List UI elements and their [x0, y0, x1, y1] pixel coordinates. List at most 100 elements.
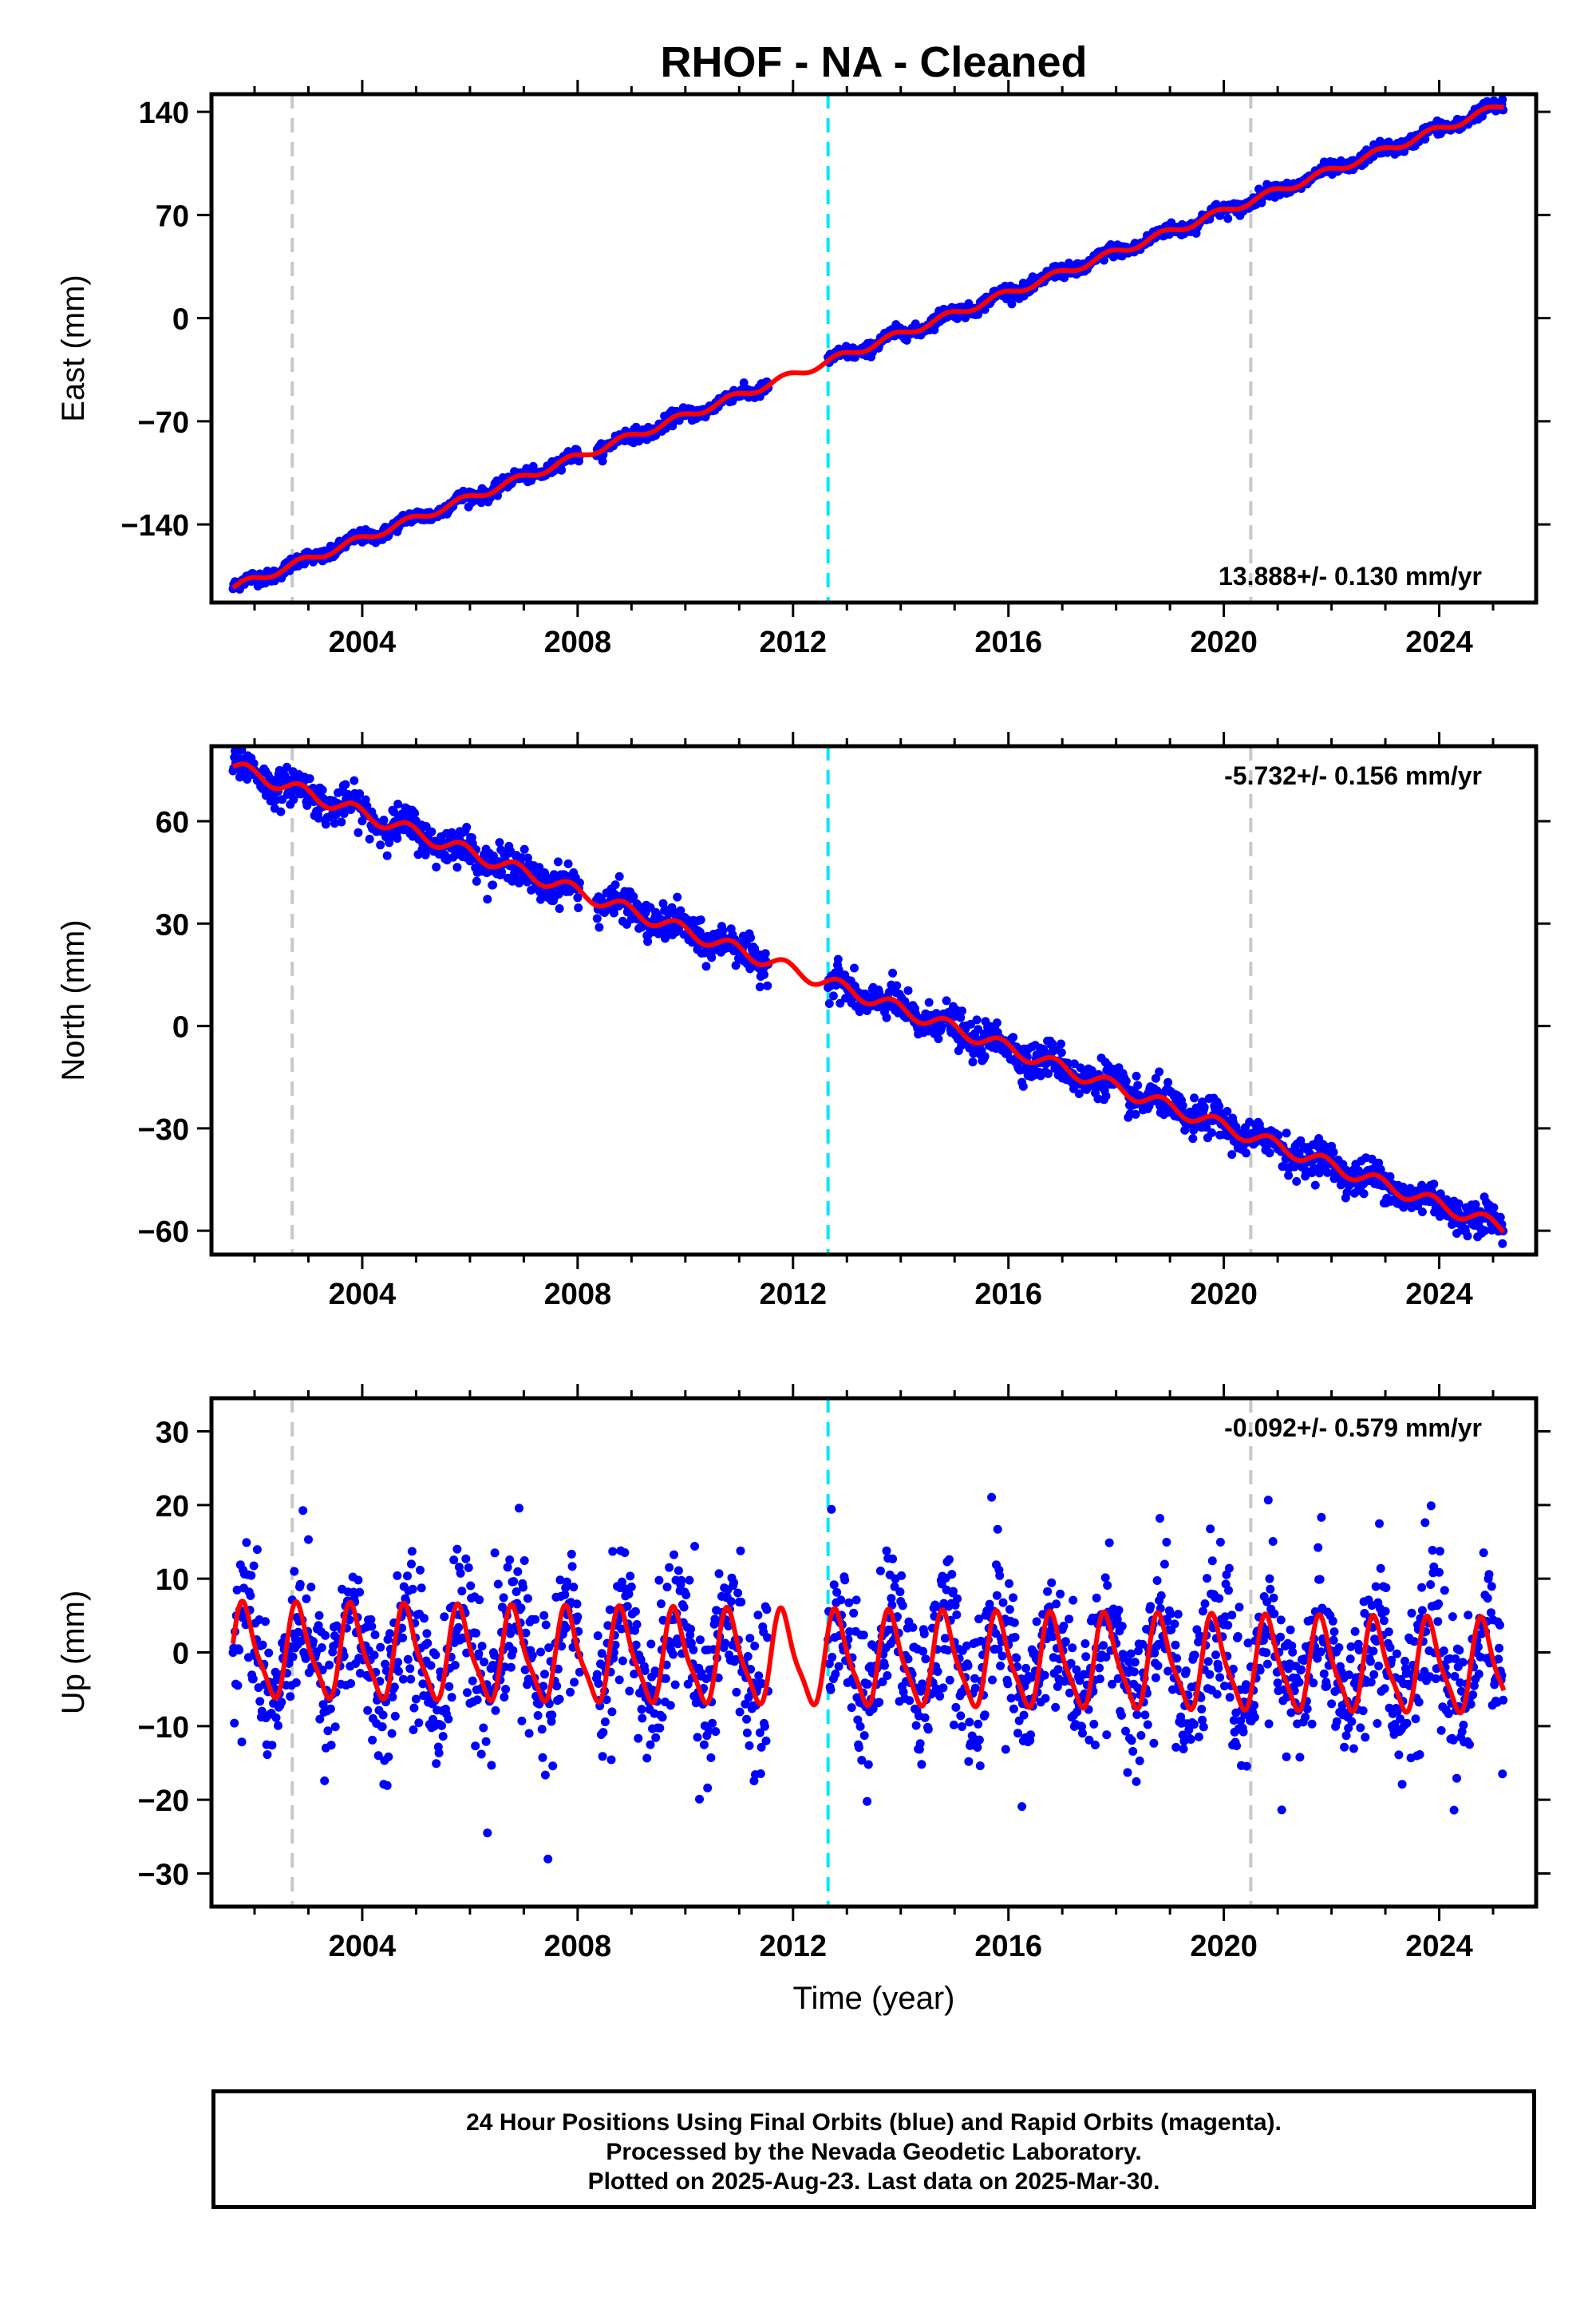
- data-point: [1454, 1199, 1464, 1208]
- data-point: [367, 1622, 377, 1631]
- data-point: [1223, 1107, 1232, 1116]
- data-point: [1018, 1081, 1028, 1091]
- data-point: [1100, 1573, 1110, 1583]
- data-point: [1329, 1148, 1338, 1157]
- data-point: [1207, 1128, 1216, 1137]
- data-point: [438, 1732, 448, 1741]
- data-point: [657, 1599, 666, 1609]
- data-point: [638, 1713, 647, 1723]
- data-point: [271, 1713, 281, 1722]
- data-point: [1359, 1189, 1369, 1199]
- data-point: [314, 1611, 324, 1620]
- data-point: [1282, 1128, 1291, 1138]
- data-point: [760, 970, 768, 979]
- y-axis-label: East (mm): [56, 275, 91, 421]
- data-point: [681, 1591, 691, 1599]
- data-point: [1081, 1652, 1091, 1662]
- data-point: [555, 1694, 564, 1704]
- data-point: [255, 1697, 265, 1706]
- data-point: [972, 1015, 982, 1025]
- data-point: [998, 1598, 1008, 1607]
- data-point: [610, 880, 620, 890]
- data-point: [1056, 1589, 1065, 1599]
- data-point: [993, 1524, 1002, 1534]
- data-point: [464, 1563, 473, 1572]
- data-point: [924, 998, 934, 1007]
- data-point: [974, 1719, 983, 1729]
- data-point: [753, 1611, 763, 1620]
- data-point: [552, 1682, 562, 1691]
- data-point: [524, 1729, 534, 1738]
- data-point: [570, 1678, 579, 1687]
- data-point: [247, 1571, 256, 1580]
- data-point: [618, 1656, 627, 1666]
- data-point: [849, 1608, 859, 1618]
- data-point: [875, 1697, 884, 1707]
- data-point: [918, 1646, 928, 1656]
- data-point: [1099, 1641, 1108, 1650]
- data-point: [824, 999, 834, 1008]
- data-point: [295, 1579, 305, 1589]
- data-point: [995, 1571, 1005, 1580]
- data-point: [827, 1504, 836, 1514]
- data-point: [1151, 1673, 1160, 1682]
- data-point: [447, 1693, 456, 1702]
- data-point: [1417, 1207, 1427, 1216]
- data-point: [1092, 1593, 1101, 1603]
- data-point: [409, 1725, 418, 1734]
- data-point: [958, 1006, 966, 1016]
- data-point: [508, 1646, 518, 1655]
- data-point: [519, 844, 529, 854]
- data-point: [761, 1736, 771, 1745]
- data-point: [1007, 299, 1017, 309]
- data-point: [736, 1546, 745, 1555]
- data-point: [882, 1546, 891, 1555]
- data-point: [405, 1664, 415, 1674]
- y-tick-label: 140: [139, 97, 189, 130]
- data-point: [1155, 1067, 1164, 1077]
- data-point: [1012, 1654, 1021, 1663]
- data-point: [536, 1647, 545, 1657]
- data-point: [1005, 1579, 1013, 1588]
- data-point: [637, 1705, 646, 1714]
- data-point: [953, 1594, 962, 1603]
- data-point: [377, 1722, 387, 1732]
- data-point: [267, 1741, 277, 1750]
- data-point: [1010, 1633, 1020, 1642]
- data-point: [661, 1674, 670, 1683]
- data-points: [228, 745, 1508, 1248]
- data-point: [992, 1591, 1001, 1600]
- data-point: [695, 1794, 704, 1804]
- data-point: [1061, 1637, 1070, 1646]
- y-tick-label: −60: [138, 1215, 189, 1249]
- data-point: [306, 1583, 316, 1592]
- data-point: [1159, 1559, 1169, 1569]
- data-point: [742, 1714, 752, 1724]
- x-tick-label: 2008: [544, 1278, 612, 1311]
- data-points: [228, 1492, 1508, 1863]
- data-point: [1498, 1239, 1507, 1248]
- data-point: [382, 1780, 392, 1790]
- data-point: [949, 1720, 958, 1729]
- data-point: [1132, 1710, 1142, 1719]
- data-point: [658, 1713, 667, 1722]
- data-point: [263, 1750, 272, 1760]
- data-point: [431, 1650, 440, 1660]
- data-point: [326, 1741, 336, 1750]
- data-point: [483, 895, 492, 904]
- data-point: [370, 1630, 380, 1639]
- data-point: [1089, 1719, 1099, 1729]
- data-point: [1009, 1033, 1018, 1042]
- data-point: [1128, 1747, 1138, 1756]
- data-point: [689, 1645, 698, 1654]
- data-point: [598, 1728, 608, 1737]
- data-point: [614, 871, 624, 881]
- data-point: [642, 1753, 652, 1763]
- data-point: [523, 1594, 532, 1603]
- data-point: [387, 1729, 397, 1738]
- data-point: [527, 1650, 537, 1660]
- data-point: [463, 1688, 472, 1697]
- data-point: [987, 1492, 997, 1502]
- data-point: [685, 1575, 694, 1585]
